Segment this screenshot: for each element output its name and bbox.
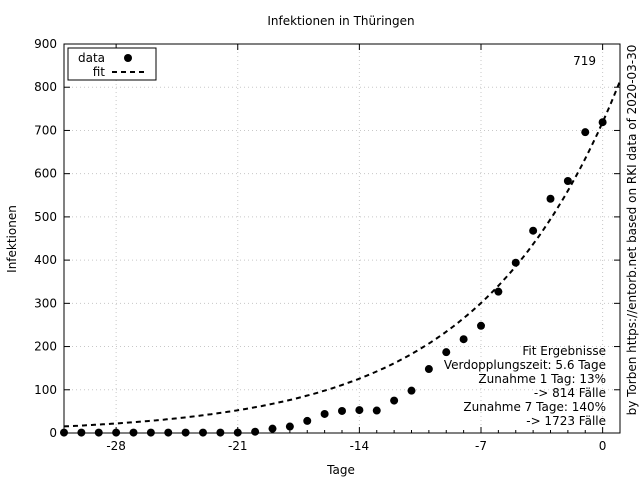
data-point: [477, 321, 485, 330]
y-tick-label: 900: [34, 37, 57, 51]
data-point: [494, 287, 503, 296]
grid: [64, 44, 620, 433]
legend-label-data: data: [78, 51, 105, 65]
y-tick-label: 700: [34, 123, 57, 137]
data-point: [268, 424, 277, 433]
y-tick-label: 600: [34, 167, 57, 181]
y-tick-label: 500: [34, 210, 57, 224]
data-point: [407, 386, 416, 395]
legend: data fit: [67, 47, 157, 81]
data-point: [581, 128, 590, 137]
data-point: [563, 177, 572, 186]
fit-curve: [63, 80, 621, 428]
data-point: [390, 396, 399, 405]
plot-frame: [63, 43, 621, 434]
data-point: [372, 406, 381, 415]
y-tick-label: 300: [34, 296, 57, 310]
data-point: [511, 258, 520, 267]
credit-label: by Torben https://entorb.net based on RK…: [625, 45, 639, 416]
data-point: [442, 348, 451, 357]
legend-marker-data: [124, 54, 132, 62]
fit-results-line: Verdopplungszeit: 5.6 Tage: [444, 358, 606, 372]
data-series: [60, 118, 607, 437]
y-tick-label: 100: [34, 383, 57, 397]
fit-results-line: Zunahme 7 Tage: 140%: [463, 400, 606, 414]
data-point: [285, 422, 294, 431]
data-point: [251, 427, 260, 436]
data-point: [424, 365, 433, 374]
data-point: [355, 406, 364, 415]
x-tick-label: -14: [350, 439, 370, 453]
data-point: [320, 409, 329, 418]
y-tick-label: 200: [34, 340, 57, 354]
x-tick-label: 0: [599, 439, 607, 453]
y-tick-label: 800: [34, 80, 57, 94]
x-tick-label: -21: [228, 439, 248, 453]
x-axis-label: Tage: [326, 463, 355, 477]
legend-label-fit: fit: [93, 65, 106, 79]
fit-results-line: Zunahme 1 Tag: 13%: [478, 372, 606, 386]
axis-ticks: 0 100 200 300 400 500 600 700 800 900 -28 -21 -14 -7 0: [34, 37, 621, 453]
chart-title: Infektionen in Thüringen: [267, 14, 414, 28]
data-point: [303, 416, 312, 425]
last-value-label: 719: [573, 54, 596, 68]
fit-results-line: -> 814 Fälle: [534, 386, 606, 400]
fit-results-line: Fit Ergebnisse: [522, 344, 606, 358]
x-tick-label: -28: [106, 439, 126, 453]
x-tick-label: -7: [475, 439, 487, 453]
fit-results-line: -> 1723 Fälle: [526, 414, 606, 428]
fit-series: [63, 80, 621, 428]
legend-box: [67, 47, 157, 81]
y-axis-label: Infektionen: [5, 205, 19, 273]
data-point: [529, 226, 538, 235]
data-point: [459, 335, 468, 344]
data-point: [546, 194, 555, 203]
fit-results-box: Fit Ergebnisse Verdopplungszeit: 5.6 Tag…: [444, 344, 606, 428]
y-tick-label: 400: [34, 253, 57, 267]
data-point: [338, 406, 346, 415]
y-tick-label: 0: [49, 426, 57, 440]
data-point: [598, 118, 607, 127]
